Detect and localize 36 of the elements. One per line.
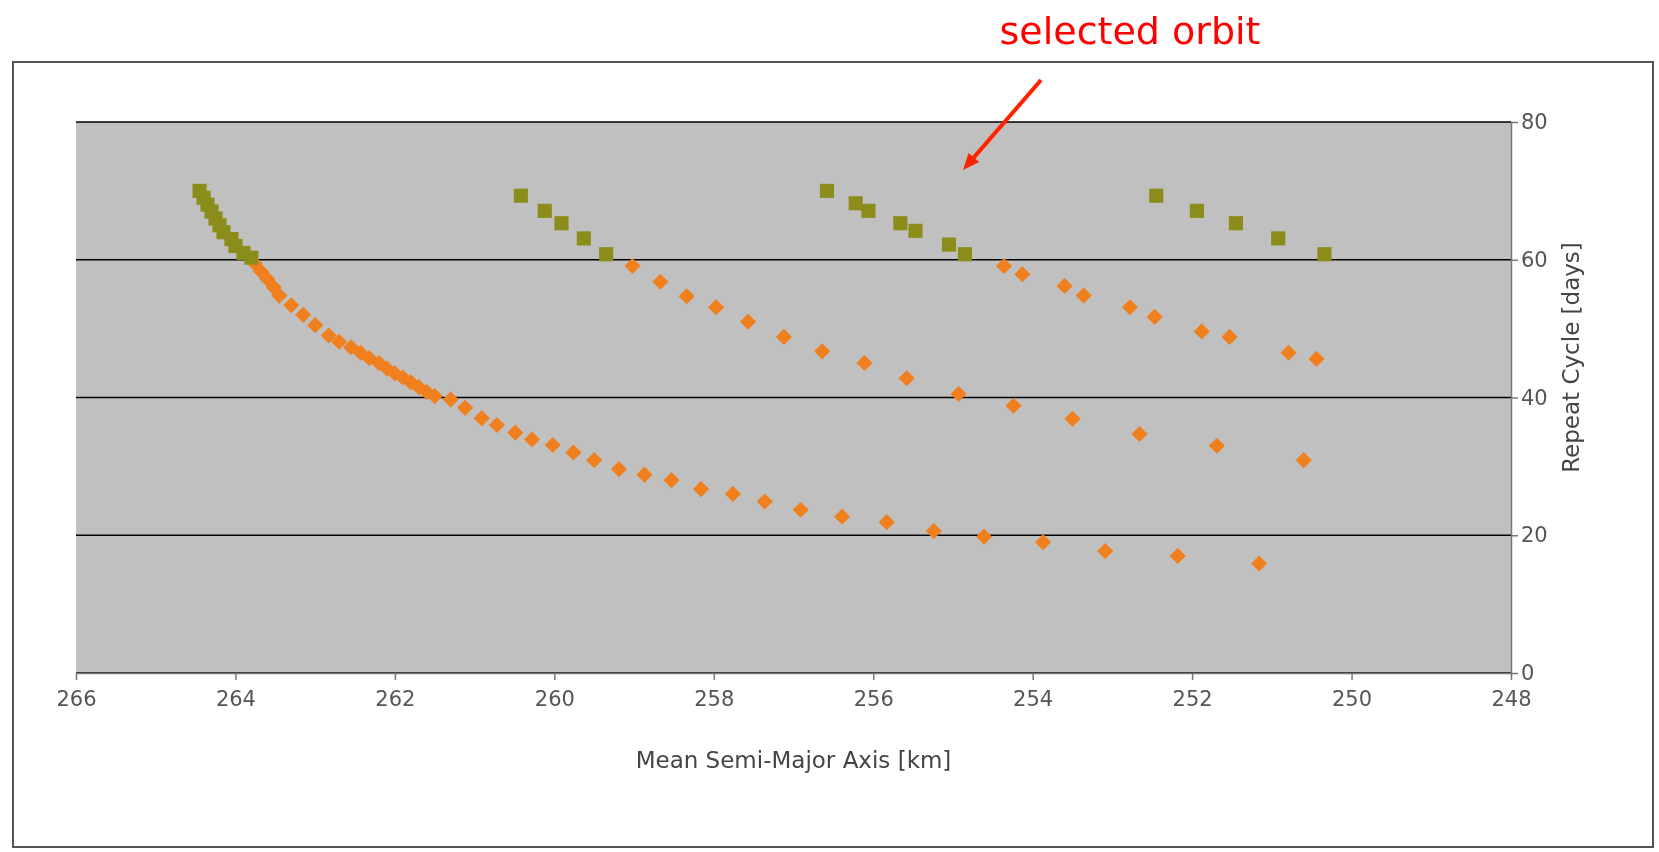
point (1228, 216, 1244, 231)
x-tick-label: 260 (534, 687, 575, 712)
x-tick-label: 266 (56, 687, 97, 712)
point (554, 216, 569, 231)
x-tick-label: 252 (1172, 687, 1213, 712)
point (1317, 247, 1332, 262)
point (848, 196, 863, 211)
y-tick-label: 80 (1521, 110, 1548, 135)
x-tick-label: 256 (853, 687, 894, 712)
y-tick-label: 60 (1521, 247, 1548, 272)
point (537, 203, 552, 218)
point (599, 247, 614, 262)
x-axis-title: Mean Semi-Major Axis [km] (635, 747, 952, 773)
point (576, 231, 591, 246)
y-tick-label: 0 (1521, 661, 1535, 686)
point (1149, 188, 1164, 203)
x-tick-label: 264 (215, 687, 256, 712)
x-tick-label: 248 (1491, 687, 1532, 712)
point (941, 237, 957, 252)
x-tick-label: 258 (694, 687, 735, 712)
y-axis-title: Repeat Cycle [days] (1558, 242, 1584, 473)
point (893, 216, 908, 231)
point (861, 203, 876, 218)
point (819, 183, 835, 198)
point (1271, 231, 1286, 246)
point (1189, 203, 1204, 218)
x-tick-label: 250 (1332, 687, 1373, 712)
y-tick-label: 40 (1521, 385, 1548, 410)
point (244, 250, 259, 265)
x-tick-label: 262 (375, 687, 416, 712)
x-tick-label: 254 (1013, 687, 1054, 712)
point (957, 247, 972, 262)
text: selected orbit (999, 9, 1261, 53)
point (513, 188, 528, 203)
y-tick-label: 20 (1521, 523, 1548, 548)
point (908, 223, 923, 238)
